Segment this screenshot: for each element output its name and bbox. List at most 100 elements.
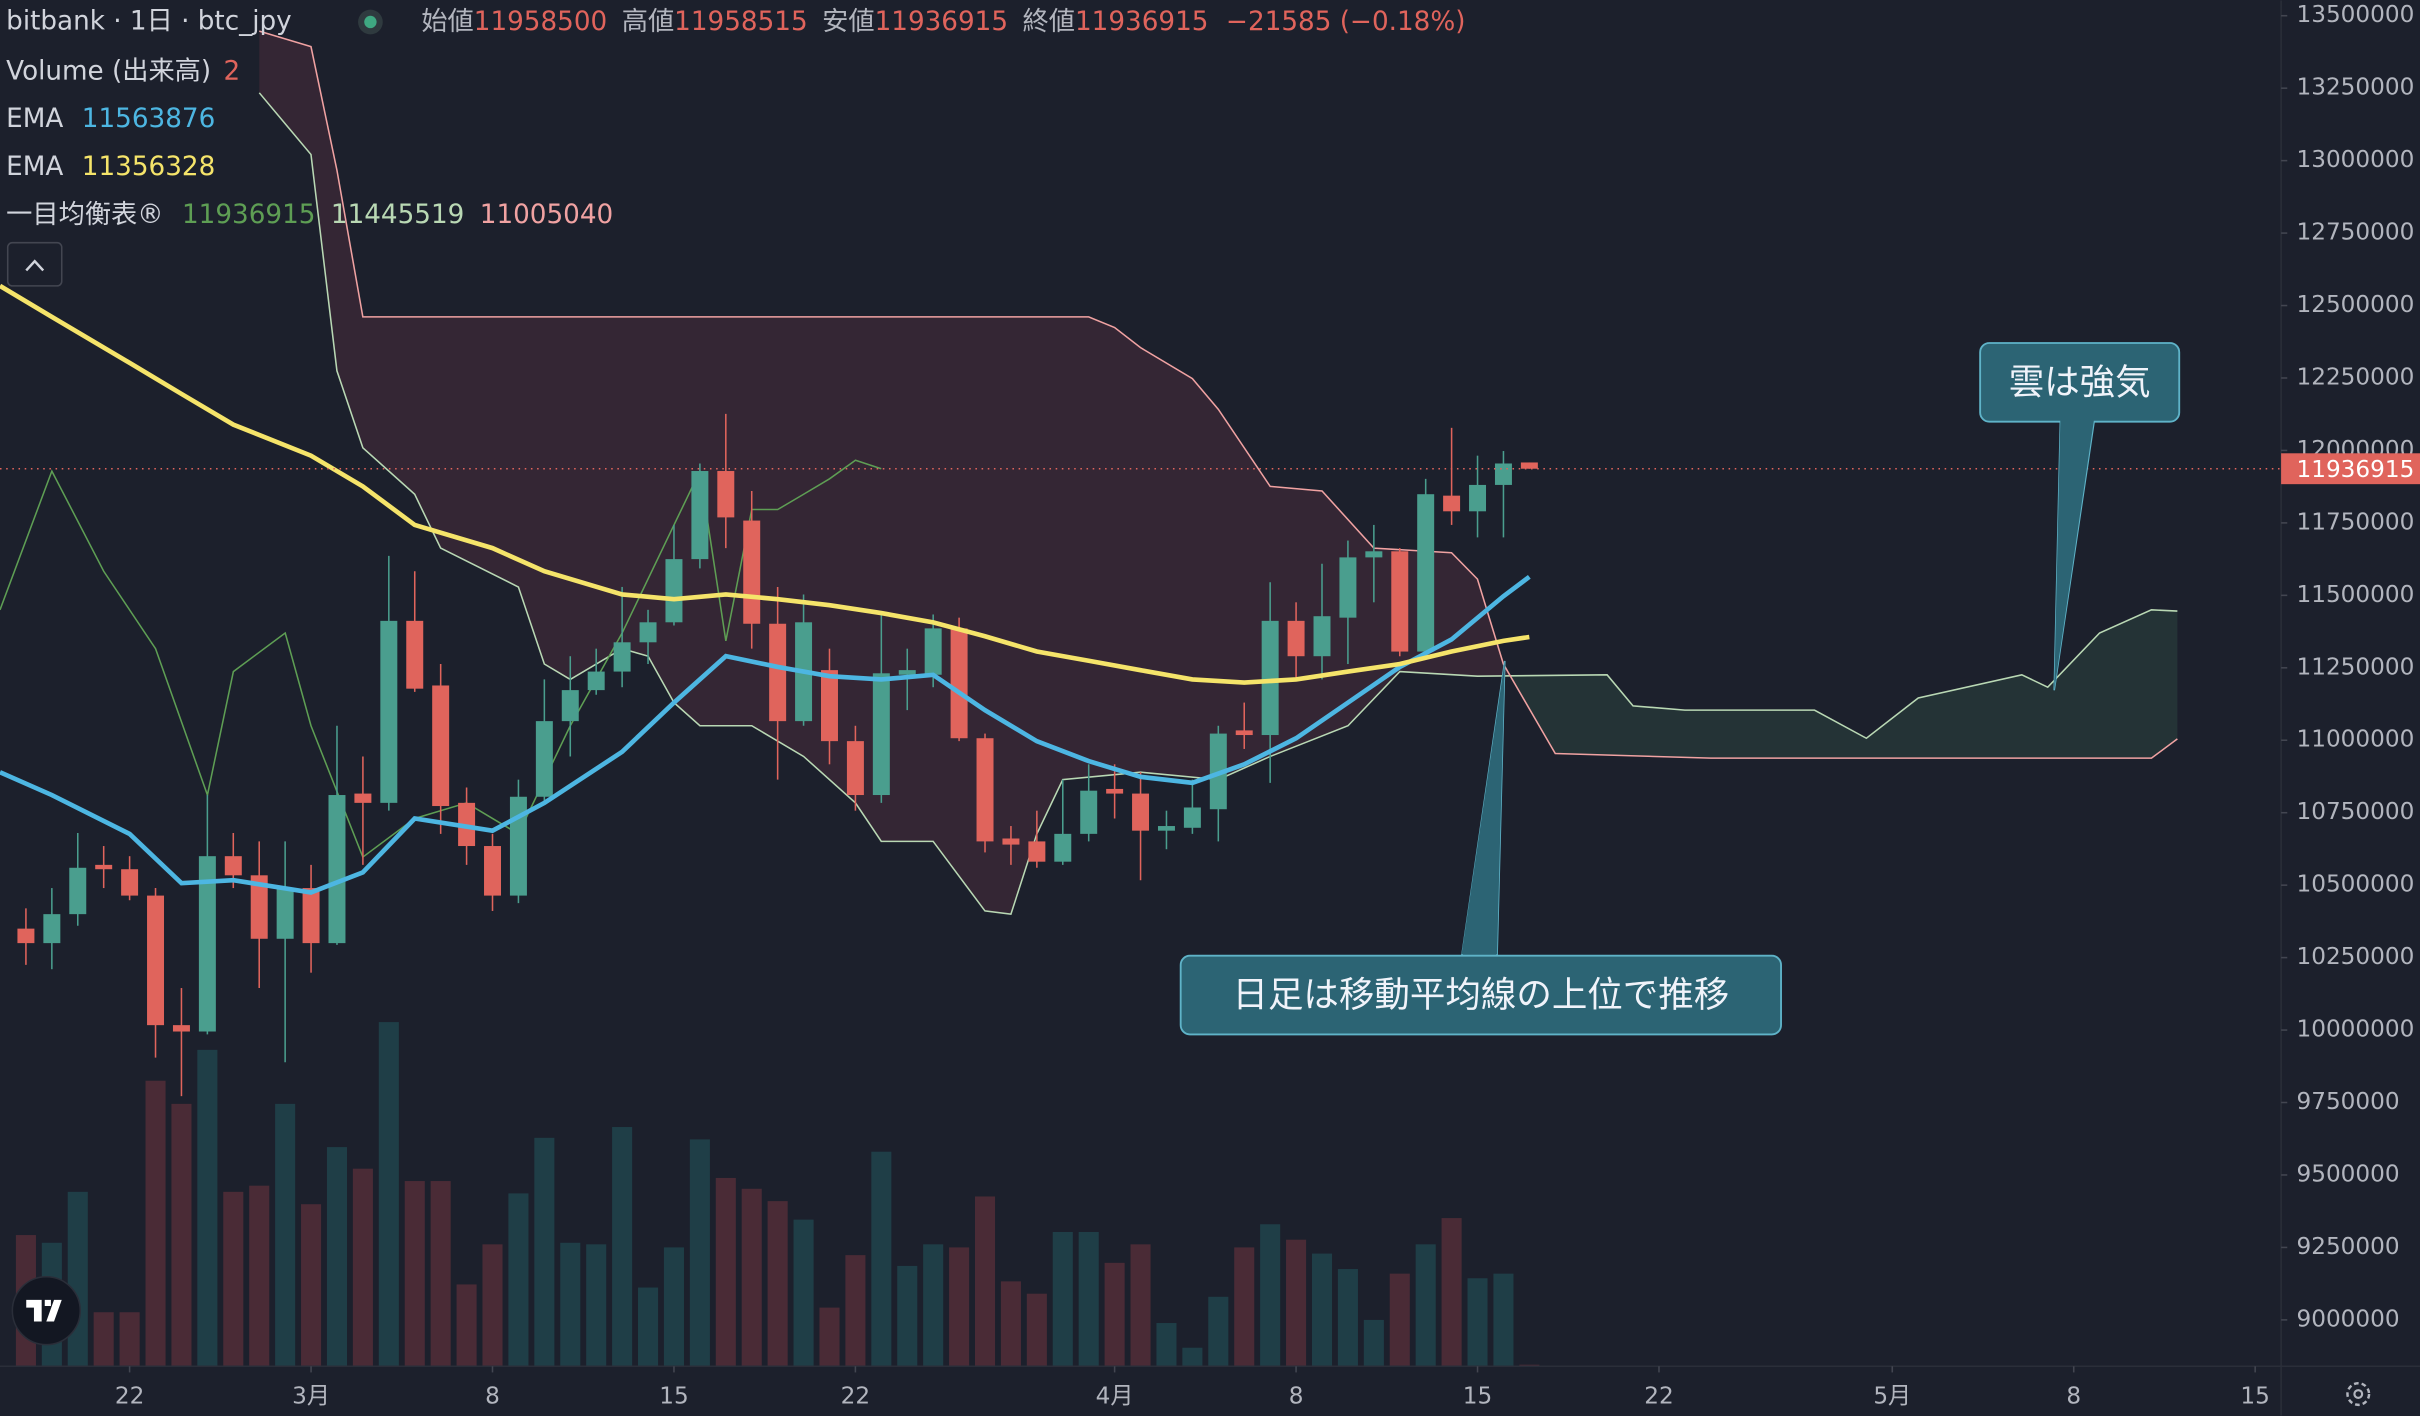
legend-ema[interactable]: EMA 11563876 — [6, 104, 215, 134]
candle-body — [432, 685, 450, 807]
ohlc-label: 始値 — [421, 6, 473, 36]
candle-body — [1469, 484, 1487, 512]
candle-body — [1313, 616, 1331, 657]
candle-body — [224, 856, 242, 876]
x-tick-label: 8 — [2066, 1384, 2081, 1410]
y-tick-label: 12750000 — [2297, 220, 2415, 246]
candle-body — [1054, 833, 1072, 862]
candle-body — [1157, 826, 1175, 831]
candle-body — [691, 471, 709, 560]
volume-bar — [1208, 1296, 1229, 1367]
legend-value: 11936915 — [182, 199, 315, 229]
candle-body — [95, 864, 113, 870]
ema-line — [0, 283, 1530, 685]
candle-body — [872, 673, 890, 796]
candle-body — [484, 846, 501, 896]
volume-bar — [1311, 1253, 1333, 1367]
volume-bar — [897, 1265, 918, 1367]
candle-body — [1443, 495, 1461, 512]
legend-value: 11445519 — [331, 199, 464, 229]
tradingview-logo[interactable] — [11, 1275, 82, 1346]
legend-ichimoku[interactable]: 一目均衡表® 11936915 11445519 11005040 — [6, 199, 613, 229]
candle-body — [1106, 788, 1124, 794]
candle-body — [43, 914, 61, 944]
legend-volume[interactable]: Volume (出来高) 2 — [6, 56, 240, 86]
candle-body — [354, 793, 372, 803]
y-tick-label: 9000000 — [2297, 1306, 2400, 1332]
x-tick-label: 22 — [115, 1384, 144, 1410]
candle-body — [250, 875, 268, 939]
volume-bar — [560, 1242, 581, 1367]
legend-name: Volume (出来高) — [6, 56, 211, 86]
candle-body — [1002, 838, 1020, 845]
volume-bar — [119, 1312, 140, 1367]
ohlc-value: 11958515 — [674, 6, 807, 36]
volume-bar — [612, 1127, 633, 1367]
volume-bar — [949, 1247, 970, 1367]
x-tick-label: 15 — [659, 1384, 688, 1410]
volume-bar — [767, 1201, 788, 1367]
candle-body — [1417, 494, 1435, 652]
volume-bar — [1441, 1218, 1462, 1367]
candle-body — [950, 628, 968, 739]
volume-bar — [845, 1255, 866, 1367]
volume-bar — [1260, 1224, 1281, 1367]
callout-box — [1179, 954, 1782, 1036]
candle-body — [1391, 551, 1409, 652]
volume-bar — [871, 1151, 892, 1367]
candle-body — [717, 471, 735, 518]
volume-bar — [819, 1307, 840, 1367]
volume-bar — [1052, 1231, 1073, 1367]
y-tick-label: 10000000 — [2297, 1017, 2415, 1043]
candle-body — [1520, 462, 1538, 469]
x-tick-label: 15 — [1463, 1384, 1492, 1410]
logo-mark — [26, 1299, 62, 1322]
x-tick-label: 22 — [1644, 1384, 1673, 1410]
volume-bar — [741, 1188, 762, 1367]
symbol[interactable]: bitbank · 1日 · btc_jpy — [6, 6, 292, 36]
volume-bar — [456, 1284, 477, 1367]
volume-bar — [1467, 1278, 1488, 1367]
x-tick-label: 3月 — [292, 1384, 330, 1410]
candle-body — [665, 559, 683, 623]
callout-text: 雲は強気 — [2009, 362, 2151, 403]
candle-body — [328, 795, 346, 944]
x-tick-label: 15 — [2240, 1384, 2269, 1410]
volume-bar — [638, 1287, 659, 1367]
collapse-button[interactable] — [6, 241, 63, 287]
legend-ema[interactable]: EMA 11356328 — [6, 152, 215, 182]
candle-body — [1261, 620, 1279, 736]
volume-bar — [1156, 1323, 1177, 1367]
candle-body — [1183, 807, 1201, 828]
volume-bar — [534, 1137, 555, 1367]
volume-bar — [508, 1193, 529, 1367]
span-a-line — [258, 92, 2178, 916]
candle-body — [924, 628, 942, 675]
volume-bar — [93, 1312, 114, 1367]
candle-body — [1080, 790, 1098, 834]
logo-circle — [11, 1275, 82, 1346]
candle-body — [1132, 793, 1150, 831]
volume-bar — [67, 1191, 88, 1367]
candle-body — [1365, 551, 1383, 558]
volume-bar — [793, 1219, 814, 1367]
volume-bar — [1026, 1293, 1047, 1367]
x-tick-label: 8 — [485, 1384, 500, 1410]
candle-body — [1287, 620, 1305, 657]
candle-body — [17, 928, 35, 944]
cloud — [259, 31, 2178, 915]
x-tick-label: 5月 — [1873, 1384, 1911, 1410]
volume-bar — [923, 1244, 944, 1367]
candle-body — [769, 623, 787, 722]
candle-body — [561, 690, 579, 722]
candle-body — [821, 670, 838, 742]
ohlc-value: 11958500 — [474, 6, 607, 36]
ohlc-label: 終値 — [1023, 6, 1075, 36]
volume-bar — [249, 1185, 270, 1367]
volume-bar — [482, 1244, 503, 1367]
y-tick-label: 13000000 — [2297, 147, 2415, 173]
volume-bar — [1337, 1269, 1358, 1367]
legend-name: EMA — [6, 152, 63, 182]
